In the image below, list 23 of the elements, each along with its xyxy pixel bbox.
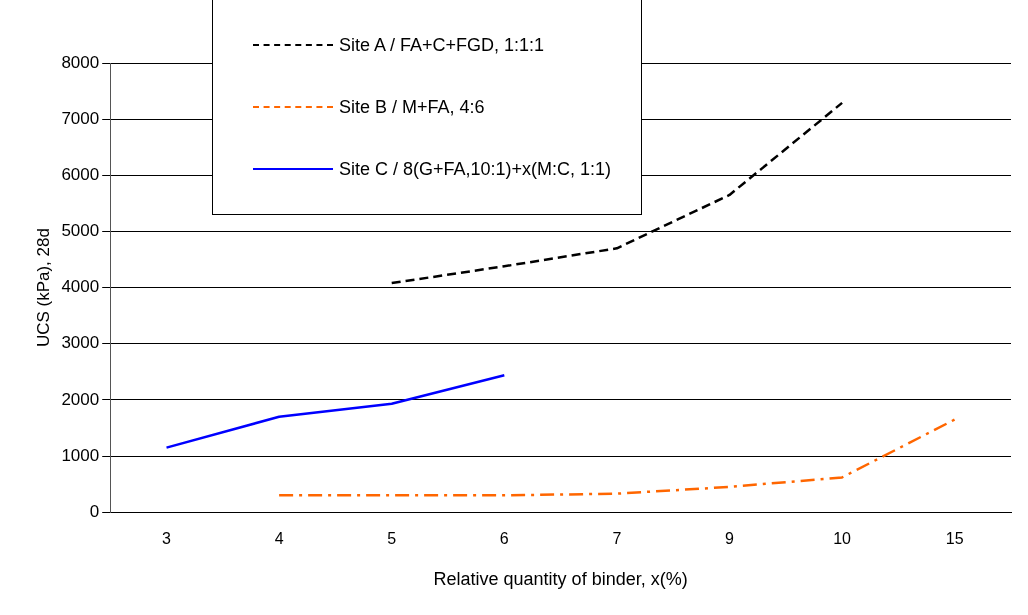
legend-label: Site C / 8(G+FA,10:1)+x(M:C, 1:1) [339, 158, 612, 180]
y-tick-label: 6000 [61, 164, 100, 184]
y-tick-label: 2000 [61, 389, 100, 409]
y-tick-label: 1000 [61, 445, 100, 465]
x-tick-label: 10 [833, 530, 852, 548]
x-tick-label: 9 [725, 530, 735, 548]
x-tick-label: 4 [274, 530, 284, 548]
y-tick-label: 0 [89, 501, 100, 521]
x-tick-label: 3 [162, 530, 172, 548]
y-tick-label: 8000 [61, 52, 100, 72]
y-axis-title: UCS (kPa), 28d [33, 228, 53, 348]
x-tick-label: 7 [612, 530, 622, 548]
x-tick-label: 15 [945, 530, 964, 548]
line-series [277, 418, 956, 497]
y-tick-label: 7000 [61, 108, 100, 128]
x-tick-label: 6 [499, 530, 509, 548]
legend-label: Site A / FA+C+FGD, 1:1:1 [339, 34, 545, 56]
y-tick-label: 3000 [61, 333, 100, 353]
legend-label: Site B / M+FA, 4:6 [339, 96, 485, 118]
y-tick-label: 5000 [61, 221, 100, 241]
x-tick-label: 5 [387, 530, 397, 548]
x-axis-title: Relative quantity of binder, x(%) [433, 569, 688, 590]
y-tick-label: 4000 [61, 277, 100, 297]
